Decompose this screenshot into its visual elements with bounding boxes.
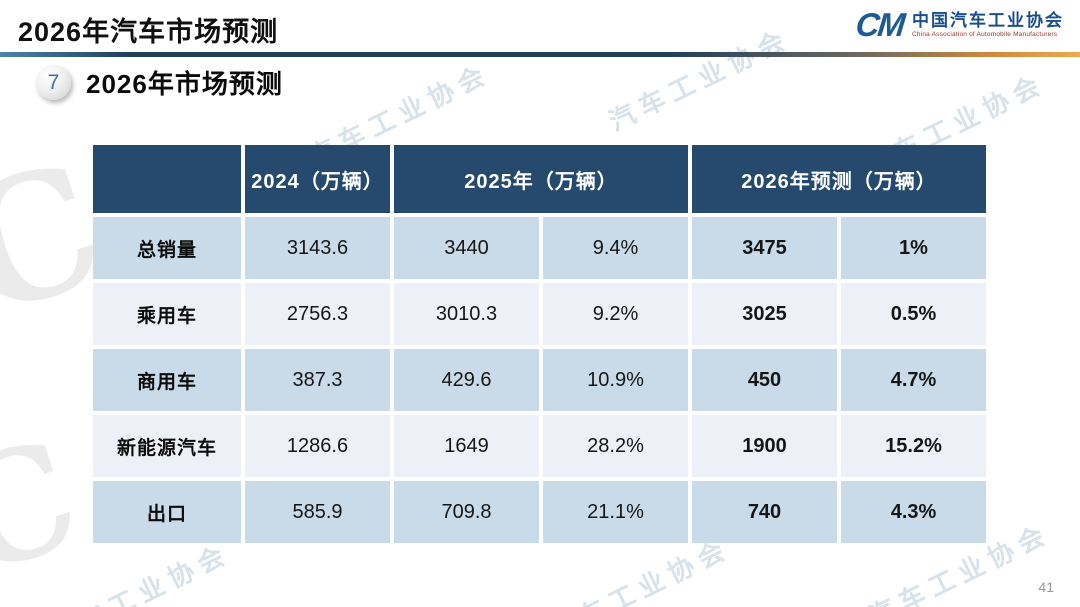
cell-2024: 585.9 xyxy=(245,481,390,543)
cell-2026-value: 450 xyxy=(692,349,837,411)
header-label-col xyxy=(93,145,241,213)
row-label: 商用车 xyxy=(93,349,241,411)
cell-2026-value: 3475 xyxy=(692,217,837,279)
table-row: 出口 585.9 709.8 21.1% 740 4.3% xyxy=(93,481,986,543)
cell-2026-value: 1900 xyxy=(692,415,837,477)
forecast-table: 2024（万辆） 2025年（万辆） 2026年预测（万辆） 总销量 3143.… xyxy=(89,141,990,547)
row-label: 出口 xyxy=(93,481,241,543)
cell-2026-growth: 1% xyxy=(841,217,986,279)
header-2025: 2025年（万辆） xyxy=(394,145,688,213)
cell-2024: 2756.3 xyxy=(245,283,390,345)
watermark-logo-curve: C xyxy=(0,405,98,607)
table-row: 总销量 3143.6 3440 9.4% 3475 1% xyxy=(93,217,986,279)
watermark-text: 汽车工业协会 xyxy=(604,22,796,137)
cell-2026-growth: 4.7% xyxy=(841,349,986,411)
header-2024: 2024（万辆） xyxy=(245,145,390,213)
cell-2024: 387.3 xyxy=(245,349,390,411)
row-label: 总销量 xyxy=(93,217,241,279)
header-2026: 2026年预测（万辆） xyxy=(692,145,986,213)
title-divider xyxy=(0,52,1080,57)
cell-2024: 3143.6 xyxy=(245,217,390,279)
cell-2026-growth: 15.2% xyxy=(841,415,986,477)
cell-2026-value: 740 xyxy=(692,481,837,543)
cell-2025-growth: 28.2% xyxy=(543,415,688,477)
slide-title: 2026年汽车市场预测 xyxy=(18,17,279,47)
cell-2026-growth: 4.3% xyxy=(841,481,986,543)
table-header-row: 2024（万辆） 2025年（万辆） 2026年预测（万辆） xyxy=(93,145,986,213)
cell-2025-value: 3440 xyxy=(394,217,539,279)
cell-2025-value: 709.8 xyxy=(394,481,539,543)
table-row: 乘用车 2756.3 3010.3 9.2% 3025 0.5% xyxy=(93,283,986,345)
cell-2025-growth: 9.4% xyxy=(543,217,688,279)
logo-name-en: China Association of Automobile Manufact… xyxy=(912,30,1058,38)
cell-2025-value: 1649 xyxy=(394,415,539,477)
page-number: 41 xyxy=(1038,579,1054,595)
section-number-badge: 7 xyxy=(36,65,71,100)
cell-2025-growth: 21.1% xyxy=(543,481,688,543)
row-label: 乘用车 xyxy=(93,283,241,345)
cell-2025-growth: 10.9% xyxy=(543,349,688,411)
section-header: 7 2026年市场预测 xyxy=(36,64,283,101)
caam-monogram-icon: CM xyxy=(853,6,905,43)
section-heading: 2026年市场预测 xyxy=(86,69,283,99)
table-row: 新能源汽车 1286.6 1649 28.2% 1900 15.2% xyxy=(93,415,986,477)
caam-logo: CM 中国汽车工业协会 China Association of Automob… xyxy=(853,6,1064,43)
cell-2025-value: 429.6 xyxy=(394,349,539,411)
cell-2025-growth: 9.2% xyxy=(543,283,688,345)
cell-2026-value: 3025 xyxy=(692,283,837,345)
table-row: 商用车 387.3 429.6 10.9% 450 4.7% xyxy=(93,349,986,411)
cell-2025-value: 3010.3 xyxy=(394,283,539,345)
cell-2026-growth: 0.5% xyxy=(841,283,986,345)
row-label: 新能源汽车 xyxy=(93,415,241,477)
logo-name-cn: 中国汽车工业协会 xyxy=(912,10,1064,30)
cell-2024: 1286.6 xyxy=(245,415,390,477)
